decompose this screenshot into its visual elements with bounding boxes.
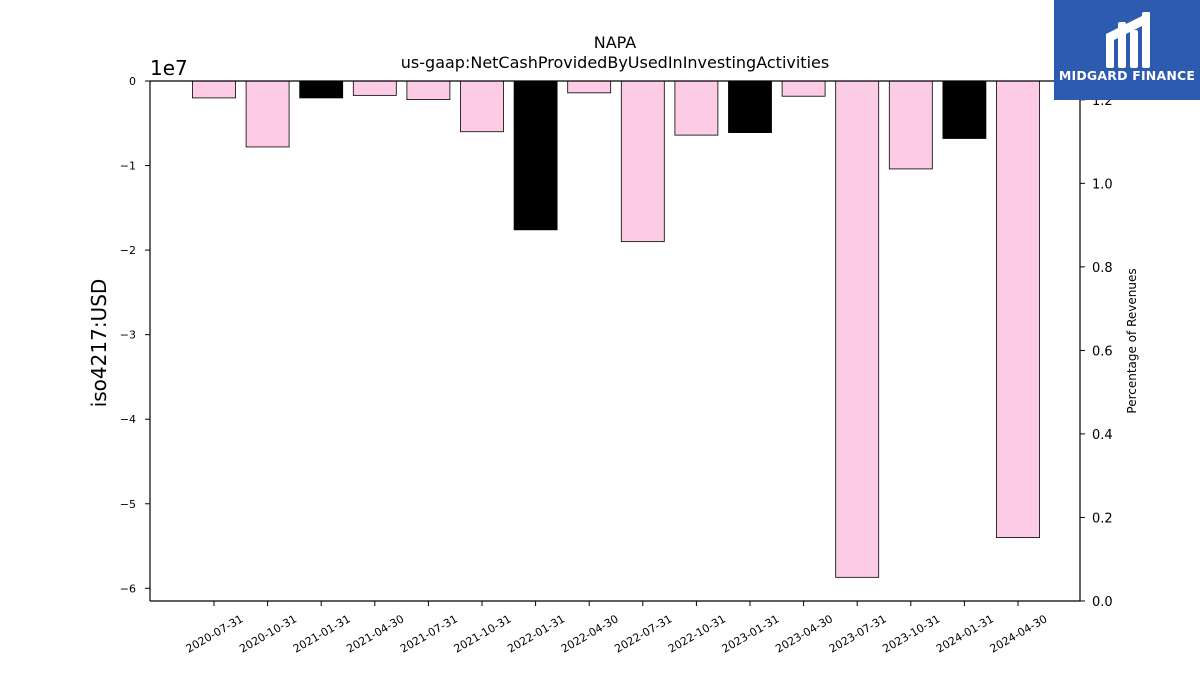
xtick-label: 2020-07-31 [184,612,246,655]
y2tick-label: 0.8 [1092,261,1113,276]
ytick-label: −3 [120,329,136,342]
ytick-label: −4 [120,413,136,426]
y2tick-label: 0.4 [1092,428,1113,443]
bar-2021-10-31 [460,80,504,133]
xtick-label: 2021-01-31 [291,612,353,655]
bar-2024-04-30 [996,80,1040,538]
bar-2020-07-31 [192,80,236,99]
xtick-label: 2023-01-31 [720,612,782,655]
bar-2022-01-31 [513,80,558,231]
xtick-label: 2021-10-31 [452,612,514,655]
chart-title: NAPA [594,33,637,52]
xtick-label: 2020-10-31 [237,612,299,655]
y2tick-label: 0.2 [1092,511,1113,526]
xtick-label: 2024-04-30 [988,612,1050,655]
bar-2023-07-31 [835,80,880,578]
ytick-label: −1 [120,160,136,173]
xtick-label: 2022-01-31 [505,612,567,655]
y2tick-label: 0.6 [1092,344,1113,359]
xtick-label: 2021-07-31 [398,612,460,655]
y2tick-label: 1.0 [1092,177,1113,192]
y2-axis-label: Percentage of Revenues [1125,268,1139,413]
bar-2022-04-30 [567,80,612,94]
y2tick-label: 0.0 [1092,595,1113,610]
xtick-label: 2022-10-31 [666,612,728,655]
xtick-label: 2021-04-30 [344,612,406,655]
bar-2024-01-31 [942,80,987,139]
ytick-label: −5 [120,498,136,511]
y-axis-label: iso4217:USD [87,279,111,408]
ytick-label: −2 [120,244,136,257]
chart-subtitle: us-gaap:NetCashProvidedByUsedInInvesting… [401,53,829,72]
bar-2022-10-31 [674,80,719,136]
xtick-label: 2023-07-31 [827,612,889,655]
bar-2021-01-31 [299,80,344,99]
bar-2021-07-31 [406,80,451,101]
bar-2023-10-31 [888,80,933,170]
logo-mark-icon [1106,12,1150,68]
bar-2020-10-31 [245,80,290,148]
xtick-label: 2023-10-31 [880,612,942,655]
midgard-finance-logo: MIDGARD FINANCE [1054,0,1200,100]
ytick-label: 0 [129,75,136,88]
ytick-label: −6 [120,582,136,595]
y-exponent-label: 1e7 [150,56,188,80]
xtick-label: 2022-04-30 [559,612,621,655]
bar-2021-04-30 [352,80,397,96]
bar-2023-04-30 [781,80,826,97]
xtick-label: 2022-07-31 [612,612,674,655]
logo-text: MIDGARD FINANCE [1058,68,1196,83]
bar-2023-01-31 [728,80,772,133]
xtick-label: 2023-04-30 [773,612,835,655]
xtick-label: 2024-01-31 [934,612,996,655]
bar-2022-07-31 [620,80,665,243]
